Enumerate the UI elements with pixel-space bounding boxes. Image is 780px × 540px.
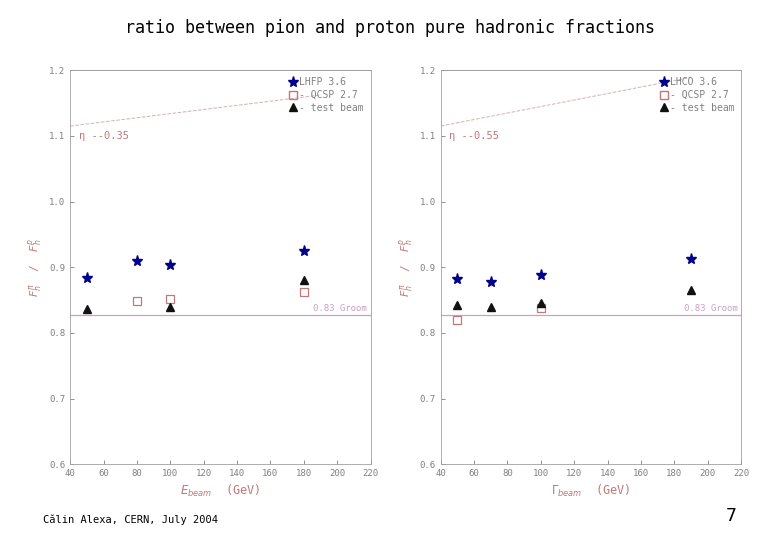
- Text: Călin Alexa, CERN, July 2004: Călin Alexa, CERN, July 2004: [43, 515, 218, 525]
- Text: η --0.55: η --0.55: [449, 131, 499, 141]
- Text: η --0.35: η --0.35: [79, 131, 129, 141]
- X-axis label: $\Gamma_{beam}$  (GeV): $\Gamma_{beam}$ (GeV): [551, 482, 630, 498]
- Text: 7: 7: [726, 507, 737, 525]
- X-axis label: $E_{beam}$  (GeV): $E_{beam}$ (GeV): [180, 482, 261, 498]
- Text: 0.83 Groom: 0.83 Groom: [314, 303, 367, 313]
- Text: 0.83 Groom: 0.83 Groom: [684, 303, 738, 313]
- Legend: LHCO 3.6, - QCSP 2.7, - test beam: LHCO 3.6, - QCSP 2.7, - test beam: [660, 75, 736, 115]
- Y-axis label: $F^{\pi}_{h}$  /  $F^{p}_{h}$: $F^{\pi}_{h}$ / $F^{p}_{h}$: [397, 238, 416, 297]
- Text: ratio between pion and proton pure hadronic fractions: ratio between pion and proton pure hadro…: [125, 19, 655, 37]
- Y-axis label: $F^{\pi}_{h}$  /  $F^{p}_{h}$: $F^{\pi}_{h}$ / $F^{p}_{h}$: [27, 238, 45, 297]
- Legend: LHFP 3.6, - QCSP 2.7, - test beam: LHFP 3.6, - QCSP 2.7, - test beam: [289, 75, 366, 115]
